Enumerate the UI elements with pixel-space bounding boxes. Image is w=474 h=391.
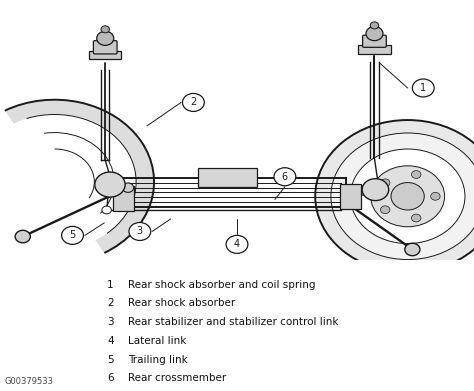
Circle shape	[405, 243, 420, 256]
Circle shape	[315, 120, 474, 273]
Circle shape	[122, 183, 134, 192]
Text: 2: 2	[107, 298, 114, 308]
Circle shape	[102, 206, 111, 214]
Circle shape	[331, 133, 474, 260]
Text: 4: 4	[234, 239, 240, 249]
FancyBboxPatch shape	[363, 35, 386, 47]
Text: 1: 1	[107, 280, 114, 290]
Circle shape	[370, 22, 379, 29]
Text: 5: 5	[69, 230, 76, 240]
Text: Lateral link: Lateral link	[128, 336, 186, 346]
Circle shape	[101, 26, 109, 33]
FancyBboxPatch shape	[198, 168, 257, 187]
FancyBboxPatch shape	[113, 186, 134, 211]
Bar	[0, 260, 474, 391]
Text: Rear shock absorber and coil spring: Rear shock absorber and coil spring	[128, 280, 316, 290]
Circle shape	[226, 235, 248, 253]
FancyBboxPatch shape	[89, 51, 121, 59]
Circle shape	[411, 170, 421, 178]
Circle shape	[366, 27, 383, 41]
Wedge shape	[5, 100, 154, 253]
Text: 3: 3	[107, 317, 114, 327]
Circle shape	[97, 31, 114, 45]
Circle shape	[381, 206, 390, 213]
Circle shape	[371, 166, 445, 227]
FancyBboxPatch shape	[340, 184, 361, 209]
Text: Trailing link: Trailing link	[128, 355, 188, 365]
Circle shape	[129, 222, 151, 240]
Text: 2: 2	[190, 97, 197, 108]
Text: Rear stabilizer and stabilizer control link: Rear stabilizer and stabilizer control l…	[128, 317, 338, 327]
Text: G00379533: G00379533	[5, 377, 54, 386]
Circle shape	[430, 192, 440, 200]
Circle shape	[62, 226, 83, 244]
Text: 5: 5	[107, 355, 114, 365]
Text: 4: 4	[107, 336, 114, 346]
Text: 6: 6	[282, 172, 288, 182]
Circle shape	[182, 93, 204, 111]
Circle shape	[95, 172, 125, 197]
Circle shape	[412, 79, 434, 97]
Circle shape	[350, 149, 465, 244]
FancyBboxPatch shape	[358, 45, 391, 54]
Text: 1: 1	[420, 83, 426, 93]
FancyBboxPatch shape	[93, 41, 117, 54]
Circle shape	[274, 168, 296, 186]
Text: 3: 3	[137, 226, 143, 237]
Text: Rear crossmember: Rear crossmember	[128, 373, 226, 384]
Circle shape	[391, 183, 424, 210]
Text: Rear shock absorber: Rear shock absorber	[128, 298, 235, 308]
Circle shape	[15, 230, 30, 243]
Circle shape	[411, 214, 421, 222]
Circle shape	[362, 179, 389, 201]
Text: 6: 6	[107, 373, 114, 384]
Circle shape	[381, 179, 390, 187]
